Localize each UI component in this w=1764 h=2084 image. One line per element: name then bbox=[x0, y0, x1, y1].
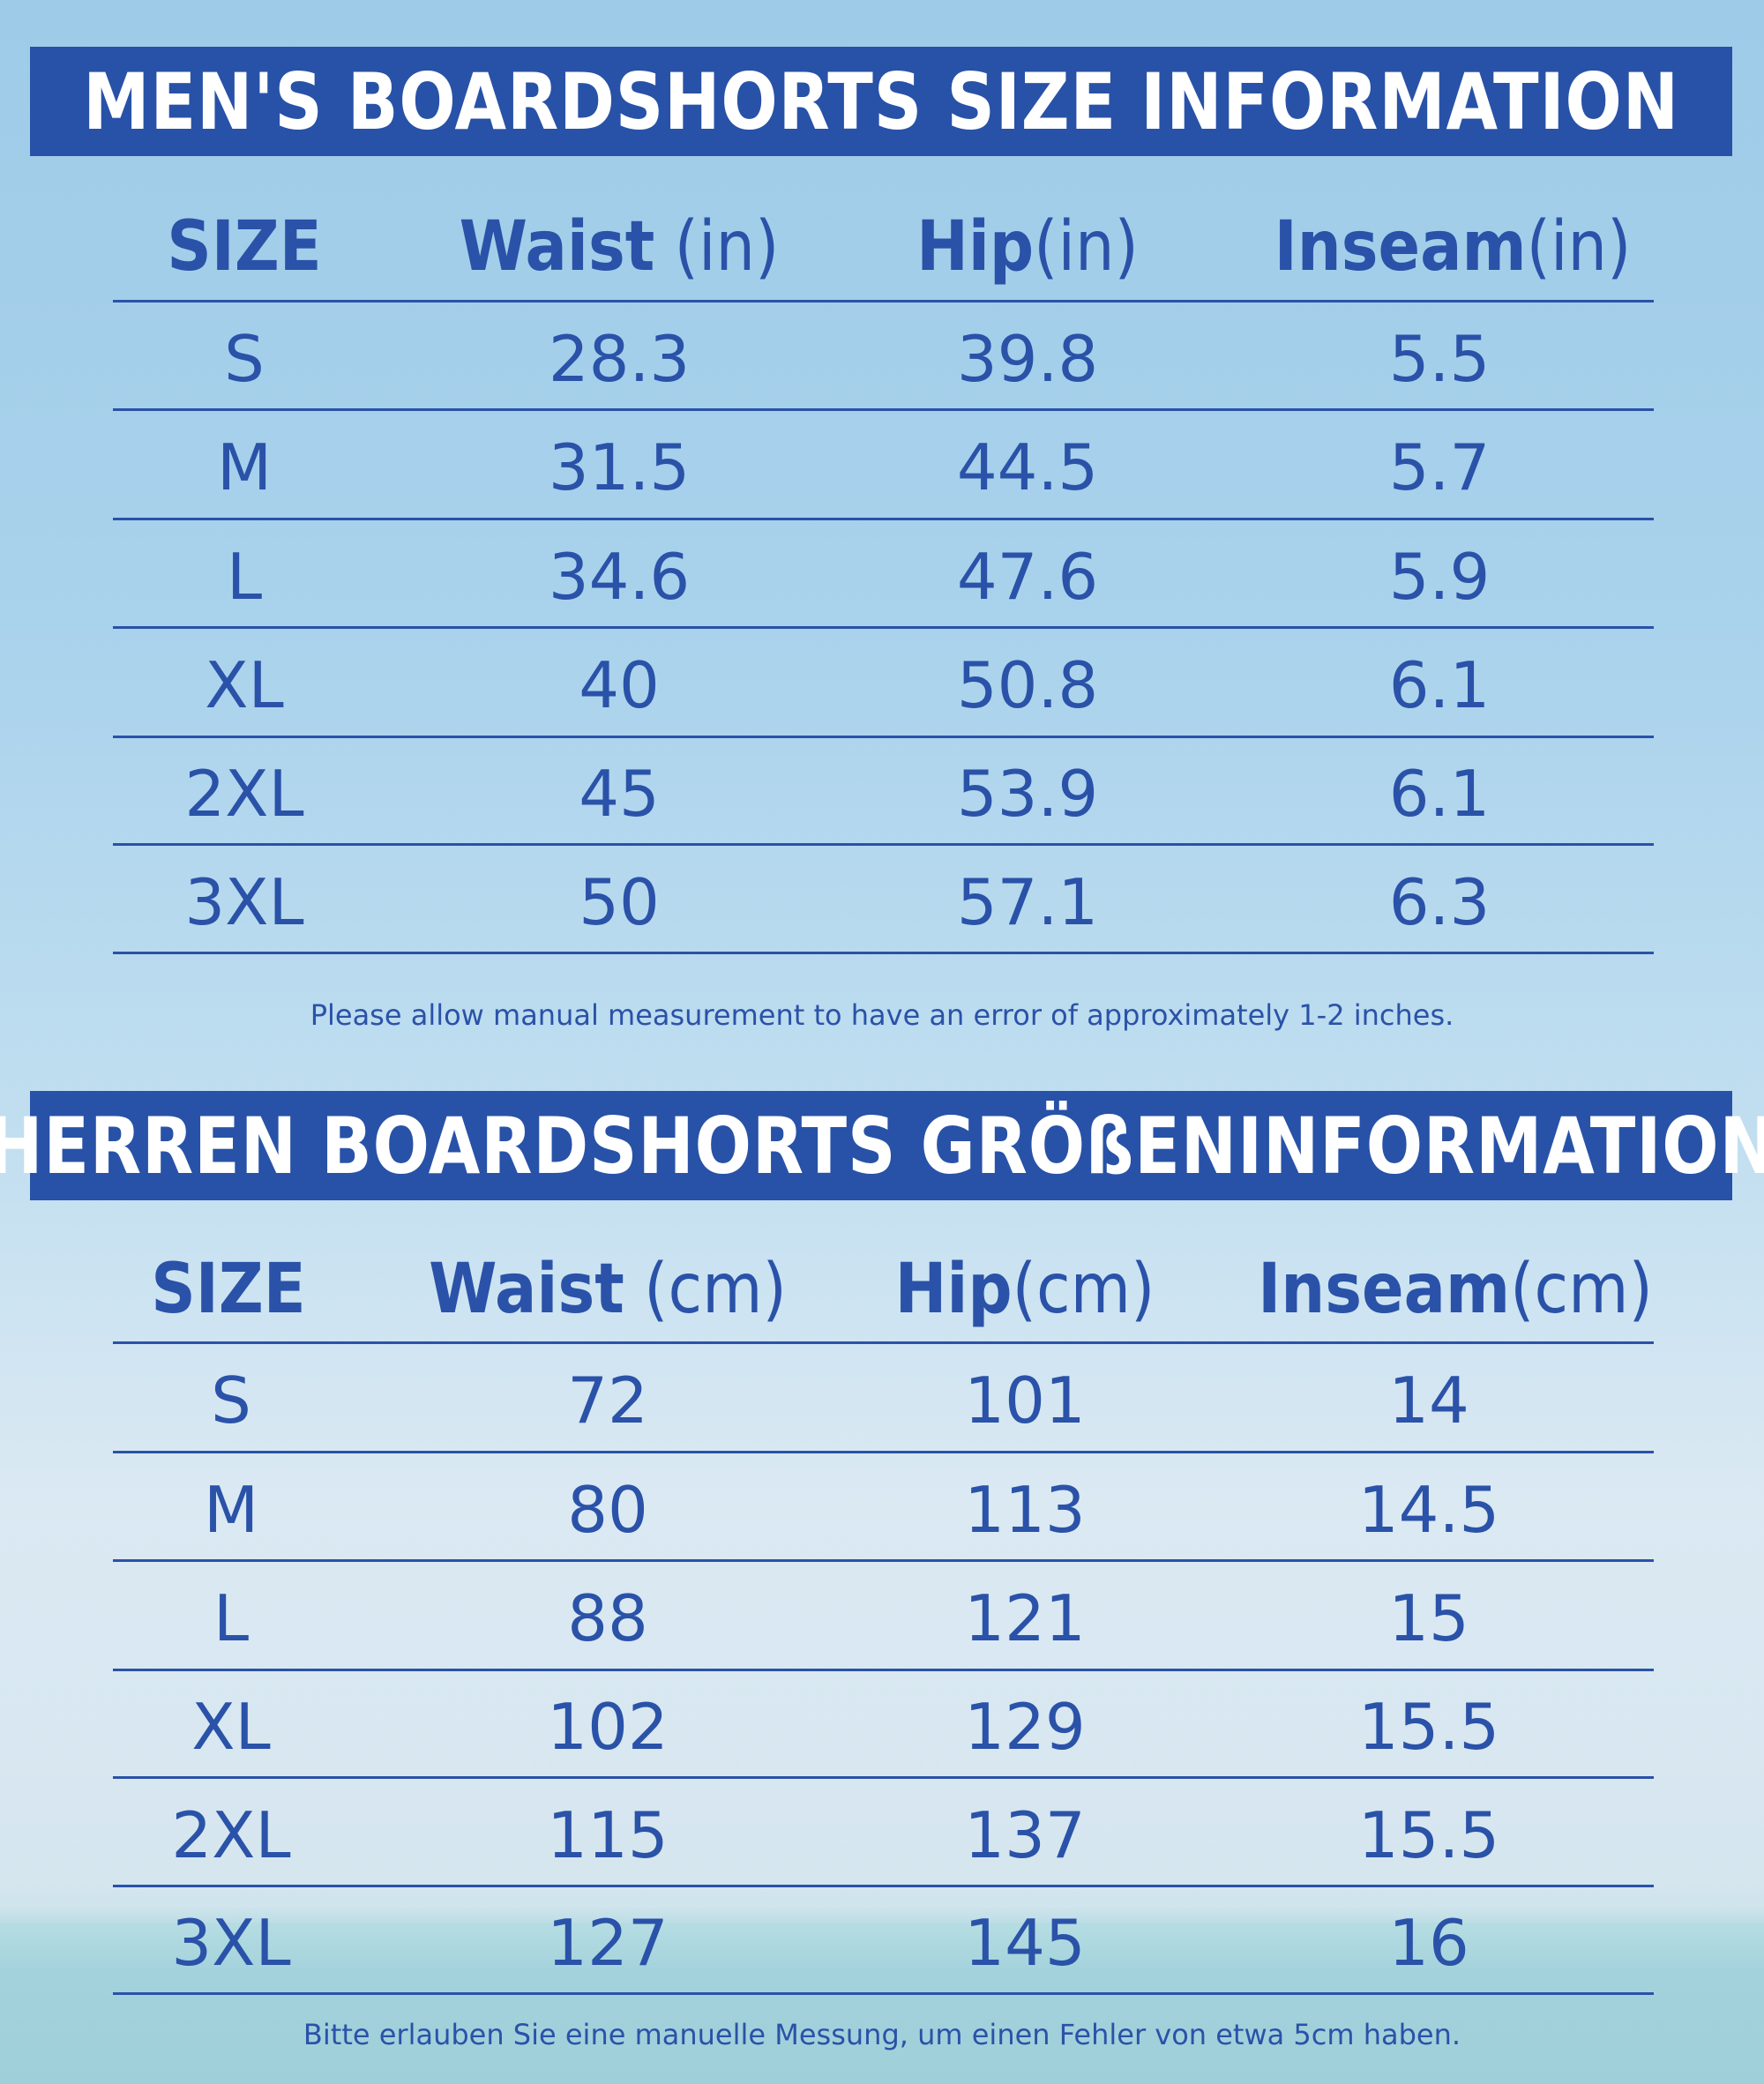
cell-size: XL bbox=[191, 1690, 271, 1764]
cell-hip: 113 bbox=[964, 1472, 1086, 1547]
cell-inseam: 16 bbox=[1388, 1906, 1469, 1980]
header-size: SIZE bbox=[158, 207, 330, 287]
header-size: SIZE bbox=[142, 1250, 314, 1329]
cell-size: M bbox=[203, 1472, 259, 1547]
header-inseam: Inseam(in) bbox=[1254, 207, 1651, 287]
row-divider bbox=[113, 952, 1654, 954]
cell-inseam: 15 bbox=[1388, 1581, 1469, 1655]
cell-waist: 45 bbox=[579, 757, 660, 831]
cell-waist: 102 bbox=[547, 1690, 669, 1764]
header-hip: Hip(cm) bbox=[880, 1250, 1170, 1329]
cell-size: 2XL bbox=[184, 757, 304, 831]
measurement-note: Please allow manual measurement to have … bbox=[310, 998, 1454, 1032]
row-divider bbox=[113, 300, 1654, 303]
cell-waist: 115 bbox=[547, 1797, 669, 1872]
cell-hip: 44.5 bbox=[956, 430, 1099, 504]
cell-size: L bbox=[226, 539, 263, 614]
row-divider bbox=[113, 1341, 1654, 1344]
row-divider bbox=[113, 626, 1654, 629]
cell-inseam: 14.5 bbox=[1357, 1472, 1500, 1547]
cell-waist: 80 bbox=[567, 1472, 648, 1547]
header-unit: (in) bbox=[654, 207, 780, 287]
cell-hip: 101 bbox=[964, 1363, 1086, 1438]
cell-waist: 40 bbox=[579, 648, 660, 722]
header-waist: Waist (in) bbox=[441, 207, 796, 287]
cell-inseam: 15.5 bbox=[1357, 1797, 1500, 1872]
row-divider bbox=[113, 1559, 1654, 1562]
table-0-title-banner: MEN'S BOARDSHORTS SIZE INFORMATION bbox=[30, 47, 1732, 156]
cell-size: 3XL bbox=[171, 1906, 291, 1980]
table-title: MEN'S BOARDSHORTS SIZE INFORMATION bbox=[83, 56, 1679, 147]
sea-background bbox=[0, 1923, 1764, 2084]
cell-waist: 28.3 bbox=[548, 321, 691, 396]
cell-waist: 31.5 bbox=[548, 430, 691, 504]
cell-hip: 47.6 bbox=[956, 539, 1099, 614]
header-label: Waist bbox=[429, 1250, 624, 1329]
cell-hip: 39.8 bbox=[956, 321, 1099, 396]
cell-inseam: 6.1 bbox=[1388, 757, 1491, 831]
table-title: HERREN BOARDSHORTS GRÖßENINFORMATION bbox=[0, 1100, 1764, 1191]
row-divider bbox=[113, 1776, 1654, 1779]
header-label: Waist bbox=[459, 207, 655, 287]
cell-waist: 72 bbox=[567, 1363, 648, 1438]
cell-waist: 127 bbox=[547, 1906, 669, 1980]
cell-waist: 50 bbox=[579, 864, 660, 939]
header-label: SIZE bbox=[151, 1250, 306, 1329]
header-inseam: Inseam(cm) bbox=[1236, 1250, 1675, 1329]
header-waist: Waist (cm) bbox=[409, 1250, 807, 1329]
header-unit: (cm) bbox=[624, 1250, 787, 1329]
header-label: Hip bbox=[894, 1250, 1013, 1329]
header-label: Inseam bbox=[1274, 207, 1527, 287]
header-unit: (cm) bbox=[1510, 1250, 1653, 1329]
header-label: Inseam bbox=[1258, 1250, 1511, 1329]
cell-size: 3XL bbox=[184, 864, 304, 939]
cell-inseam: 6.1 bbox=[1388, 648, 1491, 722]
row-divider bbox=[113, 1885, 1654, 1887]
header-unit: (in) bbox=[1034, 207, 1139, 287]
header-label: Hip bbox=[916, 207, 1035, 287]
row-divider bbox=[113, 1451, 1654, 1453]
cell-hip: 129 bbox=[964, 1690, 1086, 1764]
row-divider bbox=[113, 736, 1654, 738]
table-1-title-banner: HERREN BOARDSHORTS GRÖßENINFORMATION bbox=[0, 1091, 1764, 1200]
row-divider bbox=[113, 518, 1654, 520]
cell-waist: 88 bbox=[567, 1581, 648, 1655]
cell-hip: 57.1 bbox=[956, 864, 1099, 939]
cell-inseam: 5.7 bbox=[1388, 430, 1491, 504]
row-divider bbox=[113, 408, 1654, 411]
cell-waist: 34.6 bbox=[548, 539, 691, 614]
cell-size: S bbox=[211, 1363, 251, 1438]
cell-size: S bbox=[224, 321, 265, 396]
row-divider bbox=[113, 1992, 1654, 1995]
cell-size: XL bbox=[205, 648, 284, 722]
header-unit: (cm) bbox=[1012, 1250, 1155, 1329]
header-label: SIZE bbox=[167, 207, 322, 287]
cell-hip: 50.8 bbox=[956, 648, 1099, 722]
cell-hip: 121 bbox=[964, 1581, 1086, 1655]
cell-hip: 145 bbox=[964, 1906, 1086, 1980]
row-divider bbox=[113, 1669, 1654, 1671]
measurement-note: Bitte erlauben Sie eine manuelle Messung… bbox=[303, 2018, 1461, 2051]
cell-size: M bbox=[216, 430, 273, 504]
cell-size: 2XL bbox=[171, 1797, 291, 1872]
cell-inseam: 5.5 bbox=[1388, 321, 1491, 396]
cell-inseam: 5.9 bbox=[1388, 539, 1491, 614]
cell-inseam: 15.5 bbox=[1357, 1690, 1500, 1764]
row-divider bbox=[113, 843, 1654, 846]
cell-inseam: 14 bbox=[1388, 1363, 1469, 1438]
header-unit: (in) bbox=[1526, 207, 1632, 287]
cell-inseam: 6.3 bbox=[1388, 864, 1491, 939]
cell-size: L bbox=[213, 1581, 250, 1655]
cell-hip: 53.9 bbox=[956, 757, 1099, 831]
header-hip: Hip(in) bbox=[904, 207, 1151, 287]
cell-hip: 137 bbox=[964, 1797, 1086, 1872]
